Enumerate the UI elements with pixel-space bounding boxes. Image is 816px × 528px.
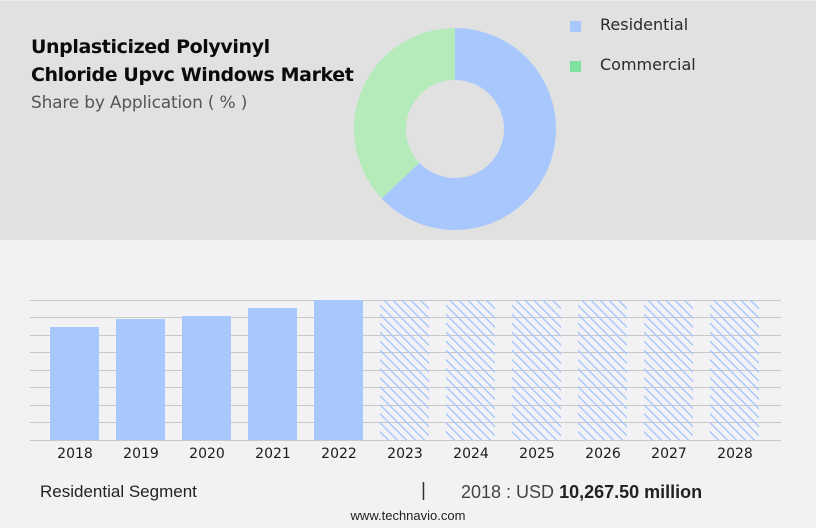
x-axis-label: 2018	[57, 446, 93, 462]
x-axis-label: 2022	[321, 446, 357, 462]
bar-2024[interactable]	[446, 300, 495, 440]
bar-chart: 2018 2019 2020 2021 2022 2023 2024 2025 2026 2027…	[0, 290, 816, 470]
bar-2021[interactable]	[248, 308, 297, 440]
bar-2018[interactable]	[50, 327, 99, 440]
legend-swatch-icon	[570, 61, 581, 72]
source-link[interactable]: www.technavio.com	[350, 508, 466, 523]
bar-2019[interactable]	[116, 319, 165, 440]
legend-label: Commercial	[600, 55, 696, 74]
chart-title: Unplasticized Polyvinyl Chloride Upvc Wi…	[31, 36, 354, 86]
legend-swatch-icon	[570, 21, 581, 32]
x-axis-label: 2026	[585, 446, 621, 462]
bar-2022[interactable]	[314, 300, 363, 440]
donut-segment-residential[interactable]	[381, 28, 556, 231]
segment-label: Residential Segment	[40, 482, 197, 501]
x-axis-label: 2028	[717, 446, 753, 462]
bar-2020[interactable]	[182, 316, 231, 440]
value-prefix: 2018 : USD	[461, 482, 560, 502]
x-axis-label: 2027	[651, 446, 687, 462]
bar-2025[interactable]	[512, 300, 561, 440]
donut-chart	[353, 28, 556, 231]
x-axis-label: 2025	[519, 446, 555, 462]
donut-segment-commercial[interactable]	[353, 28, 455, 199]
chart-subtitle: Share by Application ( % )	[31, 93, 248, 113]
x-axis-label: 2019	[123, 446, 159, 462]
x-axis-label: 2021	[255, 446, 291, 462]
bar-2027[interactable]	[644, 300, 693, 440]
share-panel: Unplasticized Polyvinyl Chloride Upvc Wi…	[0, 0, 816, 240]
segment-value: 2018 : USD 10,267.50 million	[461, 482, 702, 503]
x-axis-label: 2024	[453, 446, 489, 462]
bar-2026[interactable]	[578, 300, 627, 440]
bar-2028[interactable]	[710, 300, 759, 440]
gridline	[30, 440, 781, 441]
x-axis-label: 2023	[387, 446, 423, 462]
footer-divider: |	[421, 480, 426, 501]
bar-2023[interactable]	[380, 300, 429, 440]
value-amount: 10,267.50 million	[559, 482, 703, 502]
x-axis-label: 2020	[189, 446, 225, 462]
legend-label: Residential	[600, 15, 689, 34]
